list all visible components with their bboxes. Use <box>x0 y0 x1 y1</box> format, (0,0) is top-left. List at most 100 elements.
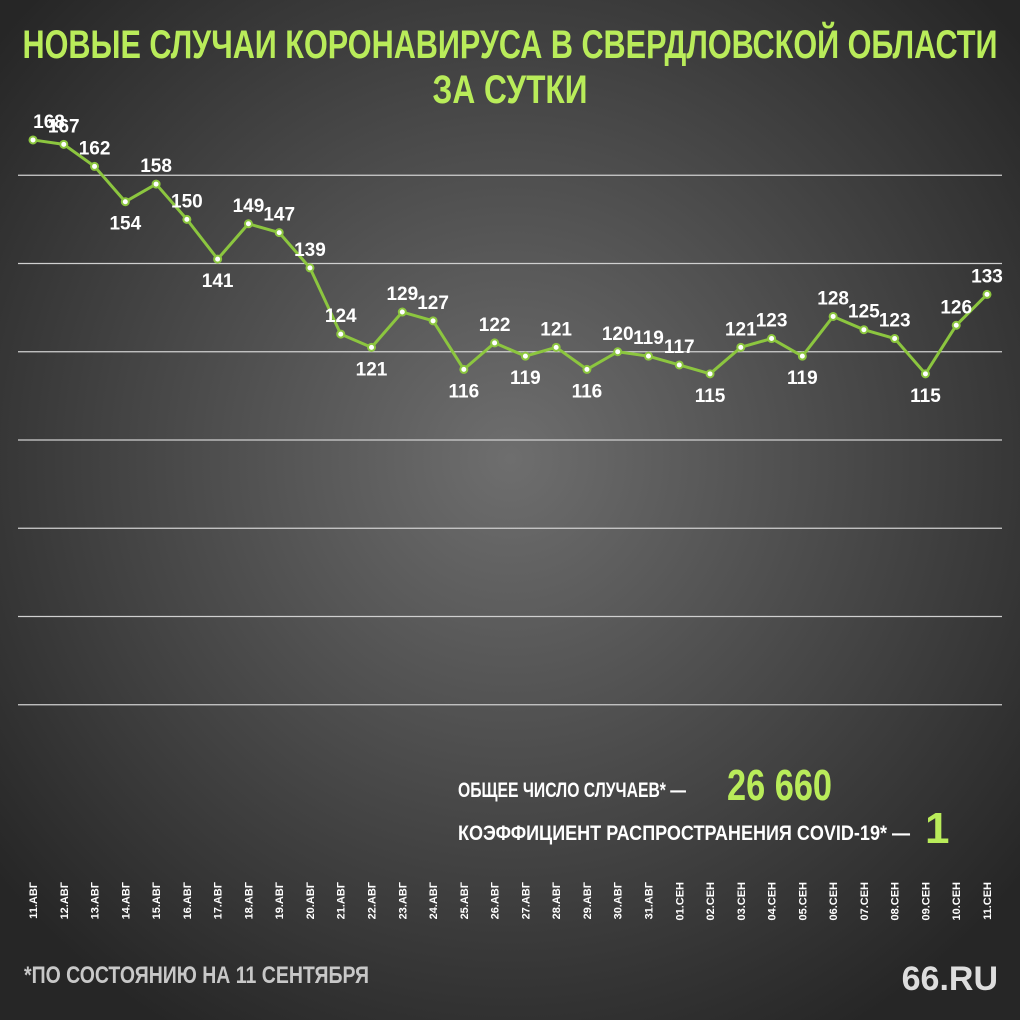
x-tick-label: 18.АВГ <box>243 881 255 919</box>
x-tick-label: 30.АВГ <box>613 881 625 919</box>
x-tick-label: 27.АВГ <box>520 881 532 919</box>
data-label: 129 <box>386 284 418 305</box>
data-label: 126 <box>940 297 972 318</box>
data-label: 121 <box>540 319 572 340</box>
x-tick-label: 08.СЕН <box>890 882 902 921</box>
data-label: 154 <box>109 214 141 235</box>
data-label: 128 <box>817 288 849 309</box>
footnote: *ПО СОСТОЯНИЮ НА 11 СЕНТЯБРЯ <box>24 962 369 989</box>
x-tick-label: 14.АВГ <box>120 881 132 919</box>
data-point <box>613 347 623 357</box>
data-label: 120 <box>602 324 634 345</box>
x-tick-label: 15.АВГ <box>151 881 163 919</box>
x-tick-label: 25.АВГ <box>459 881 471 919</box>
data-point <box>459 364 469 374</box>
data-point <box>643 351 653 361</box>
x-tick-label: 24.АВГ <box>428 881 440 919</box>
data-label: 141 <box>202 271 234 292</box>
data-label: 124 <box>325 306 357 327</box>
data-label: 139 <box>294 240 326 261</box>
data-label: 167 <box>48 116 80 137</box>
x-tick-label: 11.АВГ <box>28 881 40 919</box>
data-label: 149 <box>233 196 265 217</box>
x-tick-label: 12.АВГ <box>59 881 71 919</box>
data-point <box>920 369 930 379</box>
data-point <box>397 307 407 317</box>
data-label: 122 <box>479 315 511 336</box>
data-point <box>490 338 500 348</box>
data-point <box>305 263 315 273</box>
data-label: 115 <box>695 386 726 407</box>
x-tick-label: 22.АВГ <box>367 881 379 919</box>
x-tick-label: 19.АВГ <box>274 881 286 919</box>
data-label: 127 <box>417 293 449 314</box>
data-point <box>28 135 38 145</box>
x-tick-label: 11.СЕН <box>982 882 994 920</box>
data-label: 147 <box>263 205 295 226</box>
x-tick-label: 29.АВГ <box>582 881 594 919</box>
data-point <box>797 351 807 361</box>
x-tick-label: 06.СЕН <box>828 882 840 921</box>
data-label: 117 <box>664 337 695 358</box>
data-label: 150 <box>171 191 203 212</box>
data-point <box>182 214 192 224</box>
chart-title: НОВЫЕ СЛУЧАИ КОРОНАВИРУСА В СВЕРДЛОВСКОЙ… <box>23 21 998 67</box>
data-label: 125 <box>848 302 880 323</box>
stat-value: 26 660 <box>727 761 832 810</box>
x-tick-label: 03.СЕН <box>736 882 748 921</box>
data-point <box>828 311 838 321</box>
data-label: 168 <box>33 112 65 133</box>
data-label: 133 <box>971 266 1003 287</box>
data-label: 123 <box>756 311 788 332</box>
logo: 66.RU <box>902 960 998 998</box>
data-label: 119 <box>510 368 541 389</box>
data-point <box>151 179 161 189</box>
data-point <box>951 320 961 330</box>
data-label: 121 <box>356 359 388 380</box>
data-label: 119 <box>787 368 818 389</box>
x-tick-label: 05.СЕН <box>797 882 809 921</box>
data-label: 158 <box>140 156 172 177</box>
data-point <box>59 139 69 149</box>
data-point <box>213 254 223 264</box>
x-tick-label: 17.АВГ <box>213 881 225 919</box>
x-tick-label: 26.АВГ <box>490 881 502 919</box>
x-tick-label: 28.АВГ <box>551 881 563 919</box>
data-label: 119 <box>633 328 664 349</box>
data-point <box>274 228 284 238</box>
x-tick-label: 16.АВГ <box>182 881 194 919</box>
data-point <box>520 351 530 361</box>
data-point <box>736 342 746 352</box>
data-point <box>705 369 715 379</box>
x-tick-label: 07.СЕН <box>859 882 871 921</box>
data-point <box>367 342 377 352</box>
x-tick-label: 23.АВГ <box>397 881 409 919</box>
x-tick-label: 13.АВГ <box>90 881 102 919</box>
x-tick-label: 10.СЕН <box>951 882 963 921</box>
x-tick-label: 20.АВГ <box>305 881 317 919</box>
data-point <box>859 325 869 335</box>
data-label: 162 <box>79 138 111 159</box>
data-point <box>982 289 992 299</box>
data-label: 115 <box>910 386 941 407</box>
data-line <box>32 138 989 376</box>
data-point <box>890 334 900 344</box>
data-point <box>674 360 684 370</box>
stat-label: КОЭФФИЦИЕНТ РАСПРОСТРАНЕНИЯ COVID-19* — <box>458 822 910 845</box>
chart-title: ЗА СУТКИ <box>433 68 588 112</box>
data-point <box>428 316 438 326</box>
x-tick-label: 01.СЕН <box>674 882 686 921</box>
data-point <box>90 161 100 171</box>
stat-value: 1 <box>925 804 949 853</box>
x-tick-label: 04.СЕН <box>767 882 779 921</box>
x-tick-label: 09.СЕН <box>920 882 932 921</box>
data-point <box>551 342 561 352</box>
data-label: 121 <box>725 319 757 340</box>
data-point <box>582 364 592 374</box>
x-tick-label: 21.АВГ <box>336 881 348 919</box>
data-point <box>120 197 130 207</box>
data-label: 116 <box>572 381 603 402</box>
data-label: 116 <box>449 381 480 402</box>
